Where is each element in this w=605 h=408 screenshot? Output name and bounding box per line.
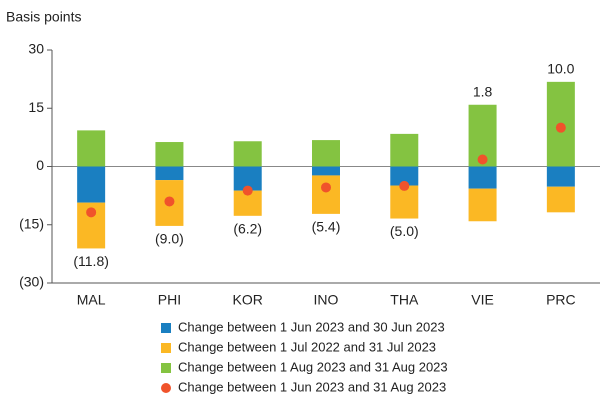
legend-label: Change between 1 Jun 2023 and 31 Aug 202… bbox=[178, 379, 446, 394]
x-tick-label: PHI bbox=[158, 292, 181, 308]
bar bbox=[312, 175, 340, 214]
y-tick-label: 0 bbox=[36, 157, 44, 173]
value-label: (9.0) bbox=[155, 231, 184, 247]
y-axis-title: Basis points bbox=[6, 9, 81, 25]
dot bbox=[477, 154, 488, 165]
bar bbox=[233, 141, 262, 167]
legend-label: Change between 1 Aug 2023 and 31 Aug 202… bbox=[178, 359, 448, 374]
value-label: (5.0) bbox=[390, 223, 419, 239]
x-tick-label: THA bbox=[390, 292, 419, 308]
value-label: 10.0 bbox=[547, 61, 574, 77]
y-tick-label: 15 bbox=[28, 99, 44, 115]
x-tick-label: VIE bbox=[471, 292, 494, 308]
bar bbox=[468, 188, 497, 222]
y-tick-label: (15) bbox=[19, 215, 44, 231]
x-tick-label: PRC bbox=[546, 292, 576, 308]
legend-marker bbox=[161, 363, 171, 373]
bar bbox=[77, 166, 106, 203]
bar bbox=[546, 186, 575, 213]
legend-marker bbox=[161, 343, 171, 353]
bar bbox=[77, 130, 106, 167]
dot bbox=[164, 196, 175, 207]
y-tick-label: 30 bbox=[28, 41, 44, 57]
dot bbox=[555, 122, 566, 133]
legend-marker bbox=[161, 383, 171, 393]
bar bbox=[468, 166, 497, 189]
dot bbox=[399, 180, 410, 191]
legend-label: Change between 1 Jun 2023 and 30 Jun 202… bbox=[178, 319, 445, 334]
x-tick-label: KOR bbox=[233, 292, 263, 308]
bar bbox=[546, 166, 575, 187]
bar bbox=[312, 140, 340, 167]
value-label: (6.2) bbox=[233, 221, 262, 237]
bar bbox=[155, 166, 184, 181]
dot bbox=[242, 185, 253, 196]
dot bbox=[321, 182, 331, 193]
legend-label: Change between 1 Jul 2022 and 31 Jul 202… bbox=[178, 339, 436, 354]
bar bbox=[312, 166, 340, 176]
value-label: 1.8 bbox=[473, 83, 493, 99]
legend-marker bbox=[161, 323, 171, 333]
bar bbox=[155, 142, 184, 167]
y-tick-label: (30) bbox=[19, 274, 44, 290]
dot bbox=[86, 207, 97, 218]
bar bbox=[390, 133, 419, 167]
bar bbox=[390, 185, 419, 219]
x-tick-label: MAL bbox=[77, 292, 106, 308]
value-label: (11.8) bbox=[73, 253, 109, 269]
bar bbox=[390, 166, 419, 186]
x-tick-label: INO bbox=[314, 292, 339, 308]
value-label: (5.4) bbox=[312, 219, 341, 235]
